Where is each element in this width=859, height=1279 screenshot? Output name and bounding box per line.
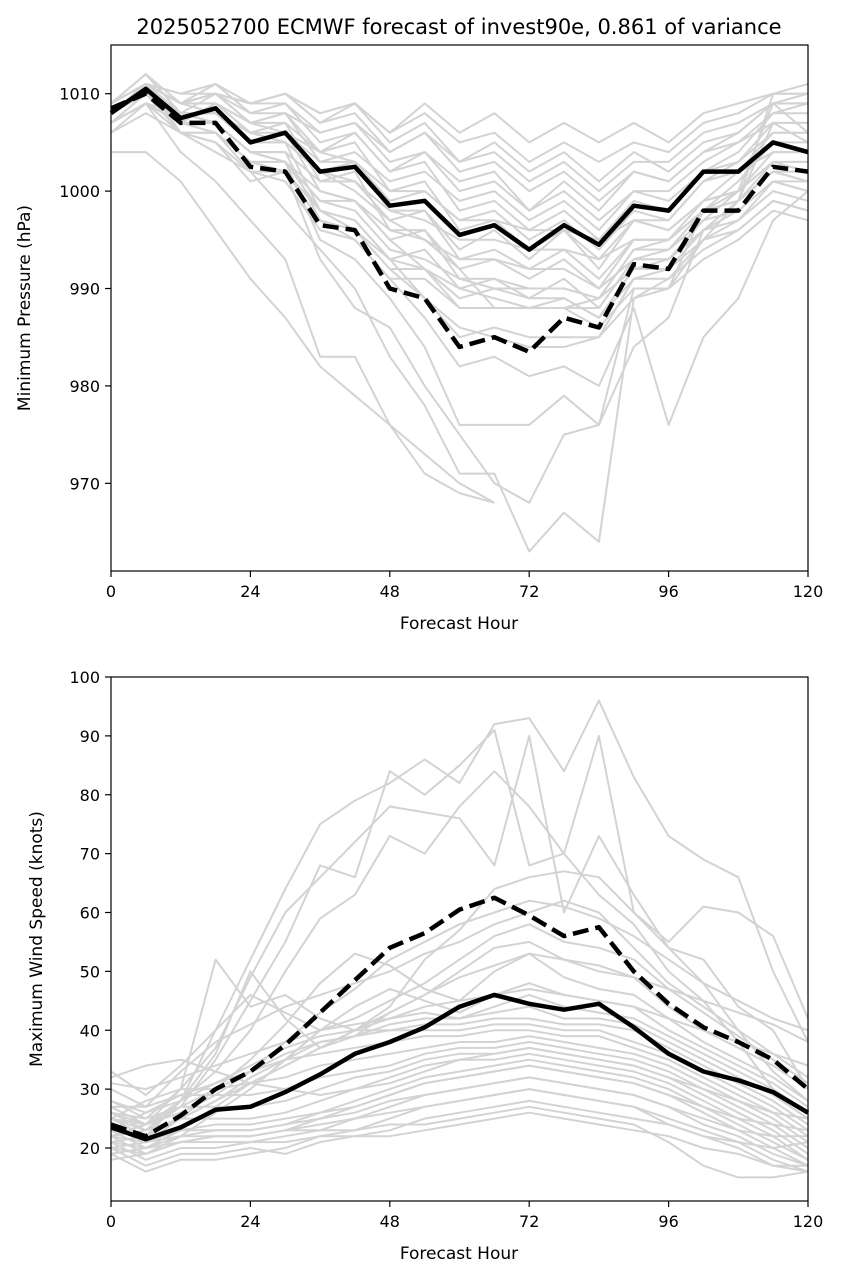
wind-y-tick-label: 80 xyxy=(80,786,100,805)
wind-x-tick-label: 120 xyxy=(793,1212,824,1231)
pressure-member-line-31 xyxy=(110,83,809,241)
pressure-y-tick-label: 980 xyxy=(69,377,100,396)
wind-x-tick-label: 72 xyxy=(519,1212,539,1231)
wind-member-line-5 xyxy=(110,870,809,1120)
wind-x-tick-label: 0 xyxy=(106,1212,116,1231)
wind-x-ticks: 0 24 48 72 96 120 xyxy=(106,1201,823,1231)
pressure-x-tick-label: 0 xyxy=(106,582,116,601)
pressure-mean-dashed-line xyxy=(110,91,809,355)
wind-y-tick-label: 60 xyxy=(80,904,100,923)
wind-member-line-10 xyxy=(110,982,809,1155)
wind-member-line-30 xyxy=(110,1046,809,1120)
wind-member-line-12 xyxy=(110,1005,809,1138)
chart-title: 2025052700 ECMWF forecast of invest90e, … xyxy=(136,15,781,39)
pressure-x-tick-label: 24 xyxy=(240,582,260,601)
wind-member-line-32 xyxy=(110,899,809,1126)
wind-x-axis-label: Forecast Hour xyxy=(400,1244,518,1264)
wind-member-line-27 xyxy=(110,1088,809,1149)
pressure-y-tick-label: 1000 xyxy=(59,182,100,201)
pressure-mean-lines xyxy=(109,86,809,355)
pressure-y-tick-label: 990 xyxy=(69,280,100,299)
wind-mean-lines xyxy=(110,895,810,1142)
wind-y-tick-label: 100 xyxy=(69,668,100,687)
wind-member-line-33 xyxy=(110,952,809,1132)
wind-member-line-7 xyxy=(110,923,809,1096)
pressure-y-ticks: 970 980 990 1000 1010 xyxy=(59,85,111,493)
wind-y-tick-label: 50 xyxy=(80,962,100,981)
pressure-x-ticks: 0 24 48 72 96 120 xyxy=(106,571,823,601)
pressure-member-line-1 xyxy=(111,151,495,504)
wind-y-tick-label: 20 xyxy=(80,1139,100,1158)
wind-y-tick-label: 90 xyxy=(80,727,100,746)
pressure-member-line-3 xyxy=(110,83,808,553)
wind-axes-frame xyxy=(110,676,809,1202)
pressure-member-line-33 xyxy=(110,83,809,348)
wind-member-line-4 xyxy=(110,770,809,1138)
wind-y-axis-label: Maximum Wind Speed (knots) xyxy=(27,811,47,1067)
pressure-x-axis-label: Forecast Hour xyxy=(400,614,518,634)
wind-ensemble-members xyxy=(110,699,809,1179)
wind-panel: 0 24 48 72 96 120 20 30 40 50 60 70 80 90 100 Forecas… xyxy=(27,668,823,1264)
wind-member-line-28 xyxy=(110,1076,808,1144)
pressure-y-tick-label: 1010 xyxy=(59,85,100,104)
pressure-y-tick-label: 970 xyxy=(69,474,100,493)
wind-mean-solid-line xyxy=(110,992,810,1142)
wind-y-tick-label: 40 xyxy=(80,1021,100,1040)
pressure-x-tick-label: 48 xyxy=(380,582,400,601)
pressure-x-tick-label: 96 xyxy=(658,582,678,601)
pressure-x-tick-label: 72 xyxy=(519,582,539,601)
wind-member-line-13 xyxy=(110,1017,809,1126)
pressure-mean-solid-line xyxy=(109,86,809,252)
wind-member-line-2 xyxy=(110,729,809,1132)
wind-member-line-15 xyxy=(111,1029,809,1138)
wind-x-tick-label: 24 xyxy=(240,1212,260,1231)
pressure-ensemble-members xyxy=(110,73,809,553)
pressure-member-line-17 xyxy=(110,83,809,144)
pressure-member-line-28 xyxy=(110,102,809,329)
wind-member-line-31 xyxy=(110,988,809,1091)
wind-member-line-1 xyxy=(110,699,809,1138)
wind-x-tick-label: 96 xyxy=(658,1212,678,1231)
wind-member-line-29 xyxy=(110,1064,809,1138)
pressure-axes-frame xyxy=(110,44,809,572)
wind-x-tick-label: 48 xyxy=(380,1212,400,1231)
pressure-member-line-19 xyxy=(110,92,808,212)
pressure-x-tick-label: 120 xyxy=(793,582,824,601)
pressure-y-axis-label: Minimum Pressure (hPa) xyxy=(15,205,35,411)
wind-mean-dashed-line xyxy=(110,895,810,1139)
pressure-member-line-13 xyxy=(110,83,809,222)
wind-y-tick-label: 30 xyxy=(80,1080,100,1099)
pressure-panel: 2025052700 ECMWF forecast of invest90e, … xyxy=(15,15,823,634)
wind-member-line-6 xyxy=(110,899,809,1108)
wind-y-ticks: 20 30 40 50 60 70 80 90 100 xyxy=(69,668,111,1158)
wind-y-tick-label: 70 xyxy=(80,845,100,864)
pressure-member-line-2 xyxy=(110,102,495,504)
wind-member-line-8 xyxy=(110,940,809,1126)
wind-member-line-25 xyxy=(110,1111,808,1167)
